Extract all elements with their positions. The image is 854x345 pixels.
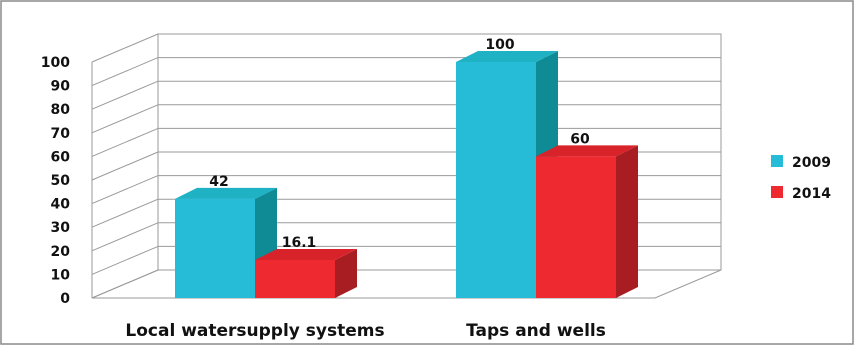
legend-label: 2009 — [792, 155, 831, 171]
bar-top — [175, 187, 277, 199]
bar-front — [255, 260, 335, 298]
gridline-side — [91, 269, 159, 299]
gridline-side — [91, 57, 159, 87]
gridline-side — [91, 104, 159, 134]
bar-front — [536, 156, 616, 298]
legend: 2009 2014 — [771, 155, 831, 202]
bars — [175, 51, 638, 298]
legend-swatch — [771, 155, 783, 167]
gridline-side — [91, 222, 159, 252]
bar-2014-0 — [255, 249, 357, 298]
gridline-side — [91, 198, 159, 228]
y-tick-label: 100 — [41, 55, 70, 71]
gridline-side — [91, 245, 159, 275]
legend-swatch — [771, 186, 783, 198]
y-tick-label: 0 — [60, 291, 70, 307]
y-tick-label: 30 — [51, 220, 71, 236]
x-category-label: Local watersupply systems — [125, 321, 384, 341]
bar-front — [175, 198, 255, 298]
gridline-side — [91, 80, 159, 110]
gridline-side — [91, 33, 159, 63]
y-tick-label: 40 — [51, 197, 71, 213]
bar-2009-0 — [175, 187, 277, 298]
data-labels: 42 100 16.1 60 — [209, 37, 590, 251]
gridline-side — [91, 127, 159, 157]
bar-side — [335, 249, 357, 298]
bar-top — [456, 51, 558, 62]
y-tick-label: 20 — [51, 244, 71, 260]
bar-front — [456, 62, 536, 298]
legend-label: 2014 — [792, 186, 831, 202]
data-label: 100 — [485, 37, 514, 53]
bar-top — [255, 249, 357, 261]
x-axis: Local watersupply systems Taps and wells — [125, 321, 605, 341]
bar-top — [536, 145, 638, 157]
data-label: 60 — [570, 131, 590, 147]
bar-2014-1 — [536, 145, 638, 298]
bar-side — [616, 145, 638, 298]
y-axis: 0 10 20 30 40 50 60 70 80 90 100 — [41, 55, 70, 307]
data-label: 42 — [209, 174, 228, 190]
y-tick-label: 70 — [51, 126, 71, 142]
y-tick-label: 50 — [51, 173, 71, 189]
gridline-side — [91, 151, 159, 181]
x-category-label: Taps and wells — [466, 321, 606, 341]
y-tick-label: 90 — [51, 79, 71, 95]
y-tick-label: 60 — [51, 149, 71, 165]
y-tick-label: 10 — [51, 267, 71, 283]
data-label: 16.1 — [282, 235, 317, 251]
gridline-side — [91, 175, 159, 205]
y-tick-label: 80 — [51, 102, 71, 118]
